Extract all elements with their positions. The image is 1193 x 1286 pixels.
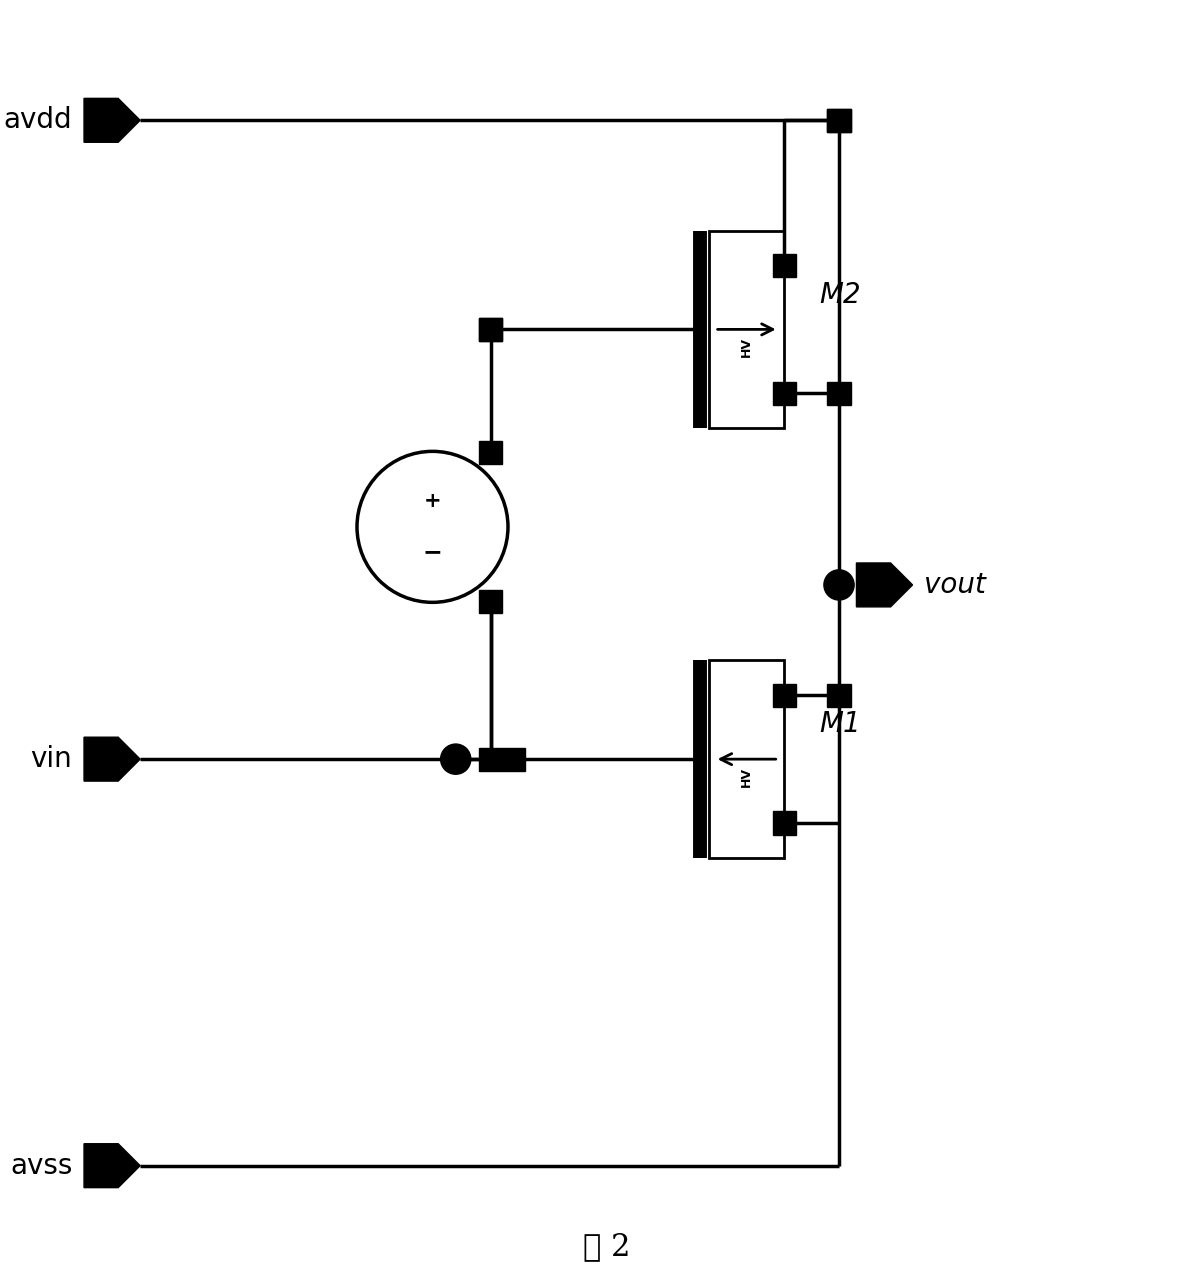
Bar bbox=[709, 230, 785, 428]
Bar bbox=[478, 747, 502, 770]
Text: vin: vin bbox=[31, 745, 73, 773]
Bar bbox=[478, 589, 502, 613]
Text: M1: M1 bbox=[820, 710, 861, 738]
Text: 图 2: 图 2 bbox=[583, 1232, 630, 1263]
Text: +: + bbox=[424, 491, 441, 512]
Bar bbox=[773, 811, 796, 835]
Text: vout: vout bbox=[925, 571, 987, 599]
Bar bbox=[828, 109, 851, 132]
Polygon shape bbox=[84, 98, 140, 143]
Bar bbox=[478, 318, 502, 341]
Circle shape bbox=[440, 745, 471, 774]
Polygon shape bbox=[84, 737, 140, 781]
Polygon shape bbox=[84, 1143, 140, 1188]
Text: avss: avss bbox=[10, 1152, 73, 1179]
Circle shape bbox=[824, 570, 854, 601]
Text: HV: HV bbox=[740, 766, 753, 787]
Polygon shape bbox=[857, 563, 913, 607]
Text: −: − bbox=[422, 540, 443, 565]
Text: M2: M2 bbox=[820, 280, 861, 309]
Bar bbox=[828, 684, 851, 707]
Bar bbox=[502, 747, 525, 770]
Bar bbox=[773, 253, 796, 276]
Text: avdd: avdd bbox=[4, 107, 73, 134]
Bar bbox=[828, 109, 851, 132]
Bar bbox=[478, 441, 502, 464]
Bar bbox=[773, 684, 796, 707]
Text: HV: HV bbox=[740, 337, 753, 356]
Bar bbox=[478, 318, 502, 341]
Bar bbox=[828, 382, 851, 405]
Bar bbox=[709, 661, 785, 858]
Bar bbox=[773, 382, 796, 405]
